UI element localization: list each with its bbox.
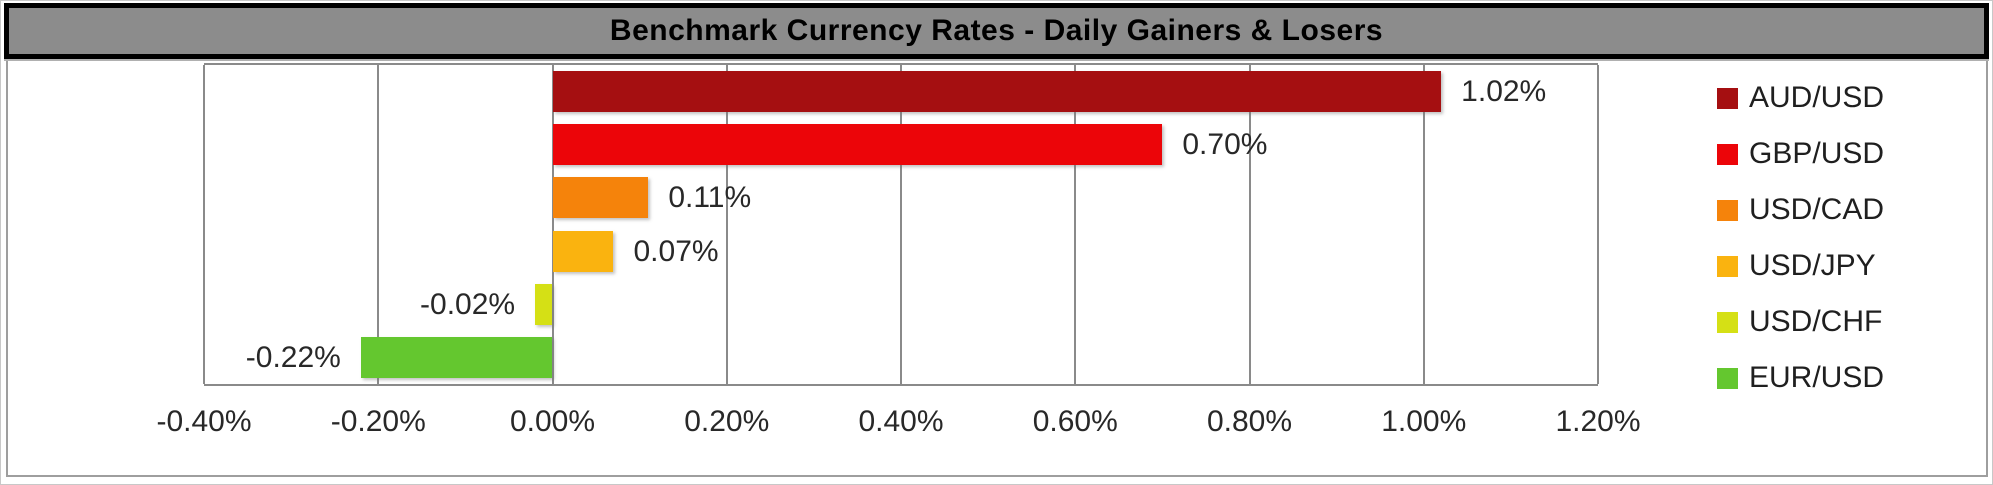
legend-item-usd-cad: USD/CAD bbox=[1717, 182, 1884, 238]
bar-value-label: 0.70% bbox=[1182, 128, 1268, 162]
gridline bbox=[551, 65, 554, 384]
gridline bbox=[1597, 65, 1599, 384]
x-tick-label: 0.80% bbox=[1206, 405, 1293, 438]
legend-label: USD/JPY bbox=[1749, 249, 1876, 282]
x-tick-label: 1.00% bbox=[1381, 405, 1467, 438]
legend-item-eur-usd: EUR/USD bbox=[1717, 350, 1884, 406]
bar-usd-chf bbox=[535, 283, 553, 325]
legend-item-aud-usd: AUD/USD bbox=[1717, 70, 1884, 126]
legend: AUD/USD GBP/USD USD/CAD USD/JPY USD/CHF EUR/U… bbox=[1717, 70, 1884, 406]
bar-value-label: -0.22% bbox=[245, 340, 341, 374]
bar-usd-cad bbox=[552, 177, 649, 219]
gridline bbox=[203, 65, 205, 384]
bar-value-label: -0.02% bbox=[420, 287, 516, 321]
legend-item-usd-chf: USD/CHF bbox=[1717, 294, 1884, 350]
gridline bbox=[900, 65, 902, 384]
x-tick-label: 0.00% bbox=[509, 405, 596, 438]
legend-label: USD/CHF bbox=[1749, 305, 1883, 338]
gridline bbox=[1074, 65, 1077, 384]
gridline bbox=[725, 65, 728, 384]
bar-value-label: 0.11% bbox=[668, 181, 752, 215]
gridline bbox=[1248, 65, 1251, 384]
chart-title-bar: Benchmark Currency Rates - Daily Gainers… bbox=[4, 3, 1989, 59]
legend-label: AUD/USD bbox=[1749, 81, 1885, 114]
legend-item-gbp-usd: GBP/USD bbox=[1717, 126, 1884, 182]
bar-aud-usd bbox=[552, 71, 1442, 113]
legend-swatch-icon bbox=[1717, 87, 1738, 109]
legend-swatch-icon bbox=[1717, 311, 1738, 333]
x-tick-label: -0.40% bbox=[156, 405, 252, 438]
bar-value-label: 1.02% bbox=[1461, 75, 1547, 109]
legend-label: EUR/USD bbox=[1749, 361, 1885, 394]
legend-swatch-icon bbox=[1717, 255, 1738, 277]
x-tick-label: 0.60% bbox=[1032, 405, 1118, 438]
legend-item-usd-jpy: USD/JPY bbox=[1717, 238, 1884, 294]
x-axis: -0.40% -0.20% 0.00% 0.20% 0.40% 0.60% 0.80% 1.0… bbox=[1, 405, 1992, 441]
x-tick-label: -0.20% bbox=[330, 405, 426, 438]
bar-eur-usd bbox=[360, 336, 553, 378]
x-tick-label: 1.20% bbox=[1555, 405, 1641, 438]
legend-label: GBP/USD bbox=[1749, 137, 1885, 170]
gridline bbox=[1422, 65, 1425, 384]
bar-value-label: 0.07% bbox=[633, 234, 719, 268]
plot-area: 1.02% 0.70% 0.11% 0.07% -0.02% -0.22% bbox=[203, 63, 1599, 386]
x-tick-label: 0.40% bbox=[858, 405, 944, 438]
legend-swatch-icon bbox=[1717, 367, 1738, 389]
legend-swatch-icon bbox=[1717, 143, 1738, 165]
bar-usd-jpy bbox=[552, 230, 614, 272]
chart-title: Benchmark Currency Rates - Daily Gainers… bbox=[609, 14, 1384, 47]
legend-swatch-icon bbox=[1717, 199, 1738, 221]
chart-frame bbox=[6, 59, 1988, 477]
x-tick-label: 0.20% bbox=[684, 405, 770, 438]
bar-gbp-usd bbox=[552, 124, 1163, 166]
legend-label: USD/CAD bbox=[1749, 193, 1885, 226]
gridline bbox=[377, 65, 380, 384]
